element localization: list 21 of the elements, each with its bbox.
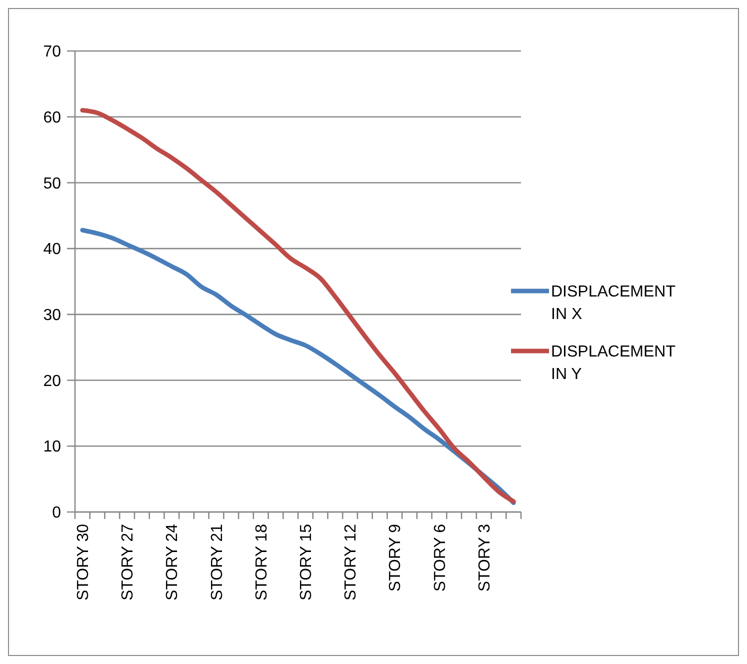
x-tick-label: STORY 21: [208, 524, 226, 600]
x-tick-label: STORY 9: [387, 524, 404, 592]
y-tick-label: 40: [43, 241, 62, 258]
x-tick-label: STORY 3: [476, 524, 494, 592]
x-tick-label: STORY 27: [120, 524, 137, 600]
x-tick-label: STORY 24: [164, 524, 182, 600]
y-tick-label: 70: [43, 44, 62, 61]
y-tick-label: 60: [43, 109, 62, 126]
legend-label: DISPLACEMENT IN X: [551, 284, 676, 323]
y-tick-label: 10: [43, 438, 62, 456]
line-series: [80, 108, 516, 504]
y-tick-label: 0: [52, 504, 62, 522]
x-tick-label: STORY 12: [342, 524, 360, 600]
y-tick-label: 50: [43, 175, 62, 192]
legend-label: DISPLACEMENT IN Y: [551, 344, 676, 383]
x-tick-label: STORY 30: [75, 524, 92, 600]
x-tick-label: STORY 15: [298, 524, 316, 600]
y-tick-label: 20: [43, 372, 62, 390]
y-tick-label: 30: [43, 307, 62, 324]
x-tick-label: STORY 6: [432, 524, 449, 592]
x-tick-label: STORY 18: [253, 524, 270, 600]
